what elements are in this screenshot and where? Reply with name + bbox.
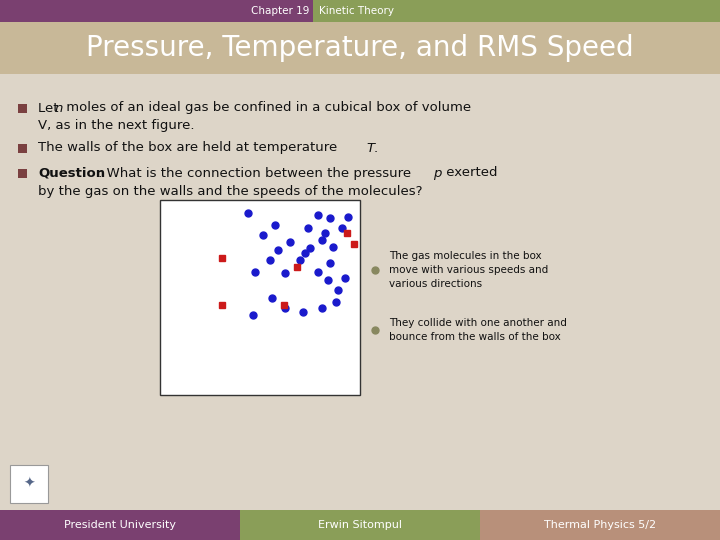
Bar [10,465,48,503]
Text: n: n [55,102,63,114]
Bar [160,200,360,395]
Text: ✦: ✦ [23,477,35,491]
Bar [18,144,27,152]
Text: T: T [366,141,374,154]
Text: Chapter 19: Chapter 19 [251,6,309,16]
Text: President University: President University [64,520,176,530]
Text: Kinetic Theory: Kinetic Theory [319,6,395,16]
Text: .: . [374,141,378,154]
Text: p: p [433,166,441,179]
Text: They collide with one another and
bounce from the walls of the box: They collide with one another and bounce… [389,318,567,342]
Text: Pressure, Temperature, and RMS Speed: Pressure, Temperature, and RMS Speed [86,34,634,62]
Text: : What is the connection between the pressure: : What is the connection between the pre… [98,166,415,179]
Bar [18,168,27,178]
Text: V, as in the next figure.: V, as in the next figure. [38,119,194,132]
Text: by the gas on the walls and the speeds of the molecules?: by the gas on the walls and the speeds o… [38,185,423,198]
Text: Question: Question [38,166,105,179]
Bar [313,0,720,22]
Text: Erwin Sitompul: Erwin Sitompul [318,520,402,530]
Text: exerted: exerted [442,166,498,179]
Bar [0,22,720,74]
Text: Let: Let [38,102,63,114]
Text: The walls of the box are held at temperature: The walls of the box are held at tempera… [38,141,341,154]
Bar [480,510,720,540]
Text: Thermal Physics 5/2: Thermal Physics 5/2 [544,520,656,530]
Bar [240,510,480,540]
Bar [0,0,720,22]
Text: The gas molecules in the box
move with various speeds and
various directions: The gas molecules in the box move with v… [389,251,548,289]
Bar [18,104,27,112]
Bar [0,510,240,540]
Text: moles of an ideal gas be confined in a cubical box of volume: moles of an ideal gas be confined in a c… [62,102,471,114]
